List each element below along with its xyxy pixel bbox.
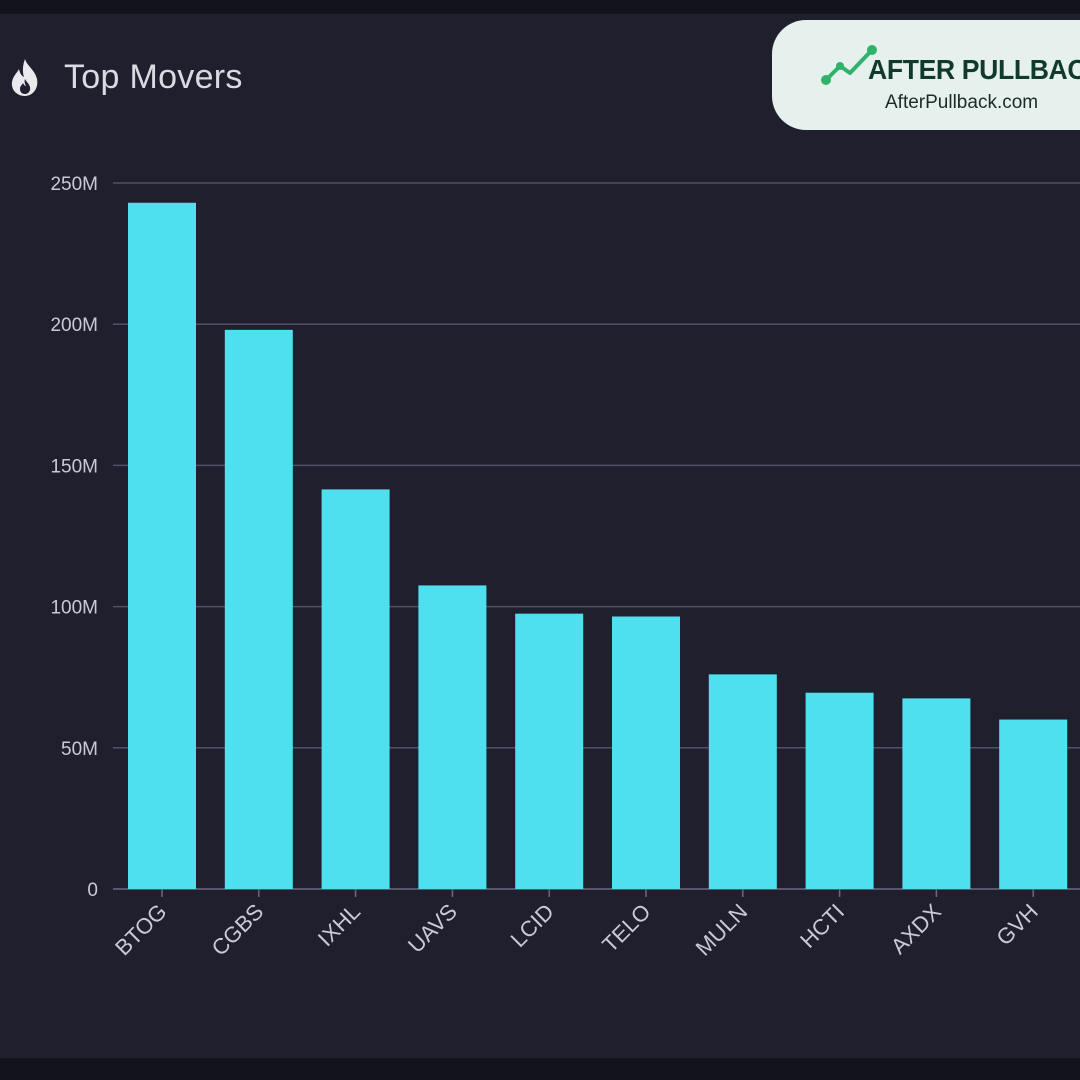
trend-line-icon [821,45,877,85]
x-tick-label: HCTI [795,899,849,953]
x-tick-label: CGBS [207,899,269,961]
flame-icon [11,59,38,96]
header: Top Movers [8,52,243,102]
brand-url[interactable]: AfterPullback.com [885,92,1039,113]
brand-logo[interactable]: AFTER PULLBACK AfterPullback.com [772,20,1080,130]
x-tick-label: BTOG [110,899,171,960]
x-tick-label: LCID [506,899,559,952]
y-tick-label: 250M [50,174,98,195]
x-tick-label: TELO [597,899,655,957]
x-tick-label: IXHL [313,899,365,951]
chart-panel: Top Movers 0 50M 100M 150M 200M 250M BTOG CGBS I… [0,14,1080,1058]
y-tick-label: 0 [87,880,98,901]
bar-uavs[interactable] [418,585,487,889]
bar-axdx[interactable] [902,698,971,889]
x-tick-label: MULN [691,899,753,961]
bar-hcti[interactable] [805,692,874,889]
bar-cgbs[interactable] [224,329,293,889]
bar-muln[interactable] [708,674,777,889]
y-tick-label: 150M [50,456,98,477]
brand-name: AFTER PULLBACK [868,54,1080,85]
page-title: Top Movers [64,57,243,96]
y-tick-label: 100M [50,598,98,619]
y-tick-label: 50M [61,739,98,760]
bar-btog[interactable] [128,202,196,889]
bar-chart: 0 50M 100M 150M 200M 250M BTOG CGBS IXHL UAVS LCID… [50,174,1080,961]
x-tick-label: GVH [991,899,1042,950]
x-tick-label: UAVS [403,899,462,958]
y-tick-label: 200M [50,315,98,336]
bar-ixhl[interactable] [321,489,390,889]
bar-gvh[interactable] [999,719,1068,889]
x-tick-label: AXDX [886,899,946,959]
bar-telo[interactable] [612,616,680,889]
bar-lcid[interactable] [515,613,584,889]
